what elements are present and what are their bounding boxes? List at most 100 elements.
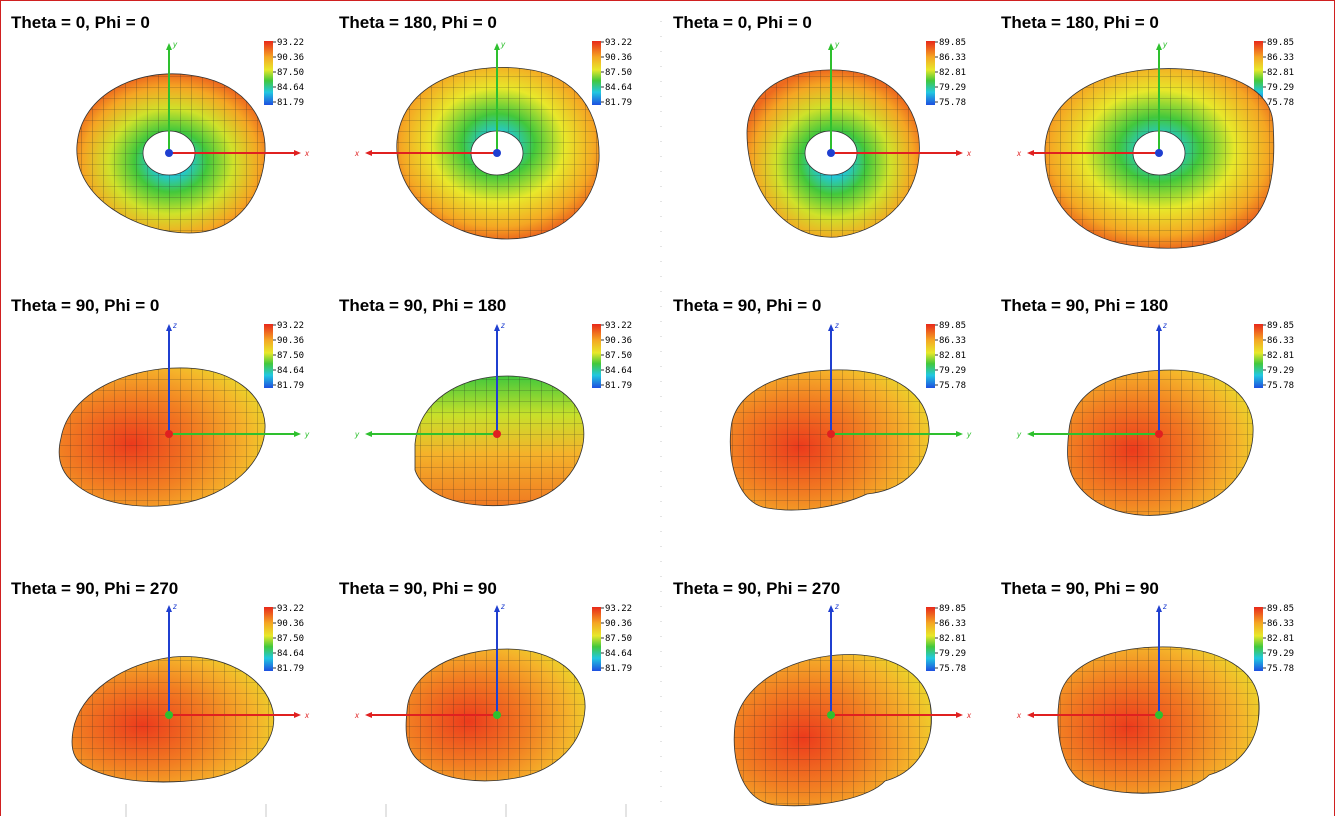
axes-triad: xz <box>354 602 505 720</box>
colorbar-label: 81.79 <box>277 664 304 674</box>
pattern-mesh <box>72 656 274 783</box>
colorbar-label: 84.64 <box>605 649 632 659</box>
colorbar-label: 75.78 <box>1267 98 1294 108</box>
axes-triad: yz <box>354 321 505 439</box>
horizontal-axis-arrow <box>956 150 963 156</box>
horizontal-axis-arrow <box>294 712 301 718</box>
axes-triad: yz <box>827 321 972 439</box>
vertical-axis-arrow <box>166 324 172 331</box>
radiation-pattern-surface <box>733 654 932 807</box>
pattern-mesh <box>1067 370 1254 516</box>
vertical-axis-arrow <box>494 605 500 612</box>
panel-title: Theta = 90, Phi = 270 <box>673 579 840 598</box>
radiation-pattern-surface <box>71 656 275 783</box>
origin-marker <box>827 711 835 719</box>
horizontal-axis-arrow <box>1027 150 1034 156</box>
colorbar-label: 84.64 <box>277 366 304 376</box>
colorbar-label: 90.36 <box>277 619 304 629</box>
vertical-axis-arrow <box>1156 605 1162 612</box>
colorbar-label: 89.85 <box>1267 604 1294 614</box>
axes-triad: xy <box>1016 40 1168 158</box>
panel-title: Theta = 90, Phi = 0 <box>11 296 159 315</box>
colorbar-label: 82.81 <box>939 634 966 644</box>
horizontal-axis-arrow <box>294 150 301 156</box>
colorbar-label: 75.78 <box>1267 664 1294 674</box>
horizontal-axis-arrow <box>1027 431 1034 437</box>
colorbar-label: 89.85 <box>939 321 966 331</box>
horizontal-axis-label: x <box>304 711 310 720</box>
colorbar-label: 75.78 <box>939 98 966 108</box>
horizontal-axis-arrow <box>1027 712 1034 718</box>
horizontal-axis-arrow <box>294 431 301 437</box>
pattern-panel: Theta = 90, Phi = 0 93.22 90.36 87.50 84.64 8… <box>11 296 310 507</box>
pattern-panel: Theta = 90, Phi = 270 89.85 86.33 82.81 79.2… <box>673 579 972 807</box>
horizontal-axis-label: x <box>1016 149 1022 158</box>
panels: Theta = 0, Phi = 0 93.22 90.36 87.50 84.64 81… <box>11 13 1294 807</box>
panel-title: Theta = 90, Phi = 180 <box>339 296 506 315</box>
origin-marker <box>493 149 501 157</box>
colorbar <box>1254 324 1263 388</box>
colorbar-label: 89.85 <box>939 604 966 614</box>
colorbar-label: 84.64 <box>277 83 304 93</box>
pattern-mesh <box>59 367 266 507</box>
vertical-axis-label: y <box>172 40 178 49</box>
colorbar <box>264 324 273 388</box>
origin-marker <box>493 711 501 719</box>
colorbar-label: 84.64 <box>277 649 304 659</box>
colorbar-label: 82.81 <box>1267 68 1294 78</box>
horizontal-axis-label: x <box>304 149 310 158</box>
vertical-axis-arrow <box>1156 43 1162 50</box>
horizontal-axis-label: y <box>354 430 360 439</box>
colorbar-label: 90.36 <box>277 336 304 346</box>
vertical-axis-label: z <box>834 321 839 330</box>
horizontal-axis-label: x <box>966 149 972 158</box>
colorbar <box>592 607 601 671</box>
pattern-mesh <box>415 376 584 506</box>
pattern-panel: Theta = 90, Phi = 180 93.22 90.36 87.50 84.6… <box>339 296 632 507</box>
panel-title: Theta = 0, Phi = 0 <box>11 13 150 32</box>
horizontal-axis-arrow <box>365 712 372 718</box>
origin-marker <box>165 149 173 157</box>
colorbar-label: 93.22 <box>277 604 304 614</box>
panel-title: Theta = 90, Phi = 270 <box>11 579 178 598</box>
vertical-axis-label: z <box>1162 321 1167 330</box>
vertical-axis-arrow <box>1156 324 1162 331</box>
colorbar-label: 87.50 <box>605 68 632 78</box>
vertical-axis-arrow <box>828 605 834 612</box>
axes-triad: yz <box>165 321 310 439</box>
colorbar-label: 82.81 <box>1267 351 1294 361</box>
colorbar-label: 84.64 <box>605 83 632 93</box>
pattern-mesh <box>1057 646 1260 794</box>
panel-title: Theta = 90, Phi = 90 <box>339 579 497 598</box>
pattern-panel: Theta = 0, Phi = 0 93.22 90.36 87.50 84.64 81… <box>11 13 310 234</box>
colorbar-label: 75.78 <box>1267 381 1294 391</box>
pattern-panel: Theta = 180, Phi = 0 93.22 90.36 87.50 84.64… <box>339 13 632 240</box>
vertical-axis-arrow <box>828 43 834 50</box>
colorbar-label: 93.22 <box>605 321 632 331</box>
vertical-axis-label: z <box>834 602 839 611</box>
radiation-pattern-surface <box>1044 68 1275 249</box>
axes-triad: xz <box>165 602 310 720</box>
colorbar <box>926 607 935 671</box>
radiation-pattern-surface <box>729 369 930 511</box>
colorbar-label: 79.29 <box>939 366 966 376</box>
colorbar-label: 89.85 <box>1267 38 1294 48</box>
vertical-axis-label: y <box>834 40 840 49</box>
colorbar-label: 89.85 <box>939 38 966 48</box>
colorbar-label: 79.29 <box>939 649 966 659</box>
colorbar-label: 90.36 <box>605 619 632 629</box>
colorbar-label: 90.36 <box>605 53 632 63</box>
colorbar <box>1254 41 1263 105</box>
origin-marker <box>1155 149 1163 157</box>
vertical-axis-arrow <box>494 43 500 50</box>
vertical-axis-arrow <box>494 324 500 331</box>
colorbar-label: 86.33 <box>1267 336 1294 346</box>
colorbar-label: 81.79 <box>605 98 632 108</box>
origin-marker <box>827 149 835 157</box>
colorbar-label: 81.79 <box>277 381 304 391</box>
colorbar-label: 82.81 <box>939 68 966 78</box>
axes-triad: yz <box>1016 321 1167 439</box>
colorbar-label: 81.79 <box>605 381 632 391</box>
